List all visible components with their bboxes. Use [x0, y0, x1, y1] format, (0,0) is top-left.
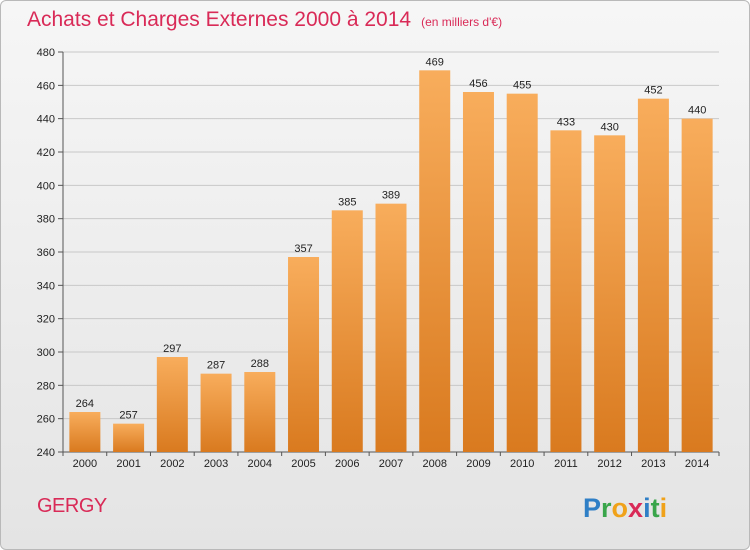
- unit-label: (en milliers d'€): [421, 15, 503, 29]
- x-tick-label: 2003: [204, 458, 228, 470]
- bar: [244, 372, 276, 452]
- bar: [506, 93, 538, 453]
- data-label: 433: [557, 116, 575, 128]
- y-tick-label: 280: [37, 380, 55, 392]
- y-tick-label: 420: [37, 147, 55, 159]
- x-tick-label: 2012: [597, 458, 621, 470]
- bar: [69, 412, 101, 452]
- bar: [331, 210, 363, 452]
- data-label: 385: [338, 196, 356, 208]
- bar: [637, 98, 669, 453]
- bar: [594, 135, 626, 453]
- x-tick-label: 2002: [160, 458, 184, 470]
- y-tick-label: 480: [37, 47, 55, 59]
- labels: 240 260 280 300 320 340 360 380 400 420 440 460 480 2…: [37, 47, 710, 470]
- data-label: 357: [294, 243, 312, 255]
- x-tick-label: 2001: [116, 458, 140, 470]
- data-label: 452: [644, 85, 662, 97]
- x-tick-label: 2014: [685, 458, 709, 470]
- x-tick-label: 2005: [291, 458, 315, 470]
- bar: [113, 423, 145, 452]
- data-label: 469: [426, 56, 444, 68]
- data-label: 264: [76, 398, 94, 410]
- bars: [69, 70, 713, 453]
- x-tick-label: 2010: [510, 458, 534, 470]
- bar: [288, 257, 320, 452]
- y-tick-label: 240: [37, 447, 55, 459]
- data-label: 455: [513, 80, 531, 92]
- data-label: 287: [207, 360, 225, 372]
- bar: [200, 373, 232, 452]
- data-label: 440: [688, 105, 706, 117]
- y-tick-label: 360: [37, 247, 55, 259]
- y-tick-label: 340: [37, 280, 55, 292]
- data-label: 288: [251, 358, 269, 370]
- x-tick-label: 2007: [379, 458, 403, 470]
- bar: [681, 118, 713, 453]
- data-label: 430: [600, 121, 618, 133]
- x-tick-label: 2006: [335, 458, 359, 470]
- y-tick-label: 440: [37, 114, 55, 126]
- y-tick-label: 260: [37, 414, 55, 426]
- data-label: 297: [163, 343, 181, 355]
- data-label: 257: [119, 410, 137, 422]
- bar: [419, 70, 451, 452]
- city-name: GERGY: [37, 495, 107, 517]
- x-tick-label: 2013: [641, 458, 665, 470]
- chart-title: Achats et Charges Externes 2000 à 2014 (e…: [27, 8, 502, 32]
- data-label: 389: [382, 190, 400, 202]
- x-tick-label: 2008: [422, 458, 446, 470]
- bar: [550, 130, 582, 453]
- data-label: 456: [469, 78, 487, 90]
- y-tick-label: 300: [37, 347, 55, 359]
- x-tick-label: 2000: [73, 458, 97, 470]
- bar: [375, 203, 407, 452]
- chart-title-text: Achats et Charges Externes 2000 à 2014: [27, 8, 412, 31]
- x-tick-label: 2009: [466, 458, 490, 470]
- x-tick-label: 2011: [554, 458, 578, 470]
- proxiti-logo: Proxiti: [583, 493, 667, 523]
- bar: [156, 357, 188, 452]
- y-tick-label: 400: [37, 180, 55, 192]
- y-tick-label: 380: [37, 214, 55, 226]
- svg-text:Proxiti: Proxiti: [583, 493, 667, 523]
- y-tick-label: 460: [37, 80, 55, 92]
- y-tick-label: 320: [37, 314, 55, 326]
- x-tick-label: 2004: [248, 458, 272, 470]
- bar: [462, 92, 494, 452]
